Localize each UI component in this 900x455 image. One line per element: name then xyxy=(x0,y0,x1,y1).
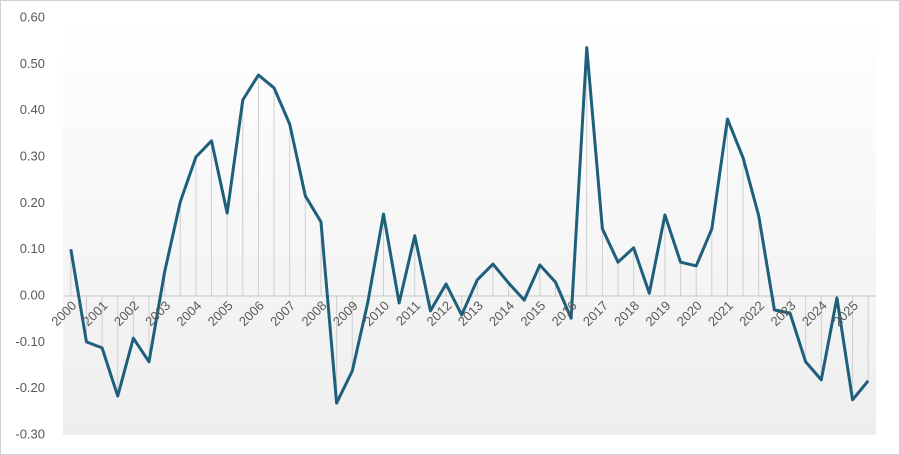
y-tick-label: -0.10 xyxy=(15,334,45,349)
plot-area xyxy=(63,18,876,435)
y-tick-label: -0.20 xyxy=(15,380,45,395)
y-tick-label: 0.10 xyxy=(20,241,45,256)
y-tick-label: 0.50 xyxy=(20,56,45,71)
y-tick-label: -0.30 xyxy=(15,426,45,441)
y-tick-label: 0.20 xyxy=(20,195,45,210)
y-tick-label: 0.30 xyxy=(20,148,45,163)
y-tick-label: 0.00 xyxy=(20,287,45,302)
y-tick-label: 0.60 xyxy=(20,9,45,24)
y-tick-label: 0.40 xyxy=(20,102,45,117)
series-line xyxy=(69,46,870,405)
